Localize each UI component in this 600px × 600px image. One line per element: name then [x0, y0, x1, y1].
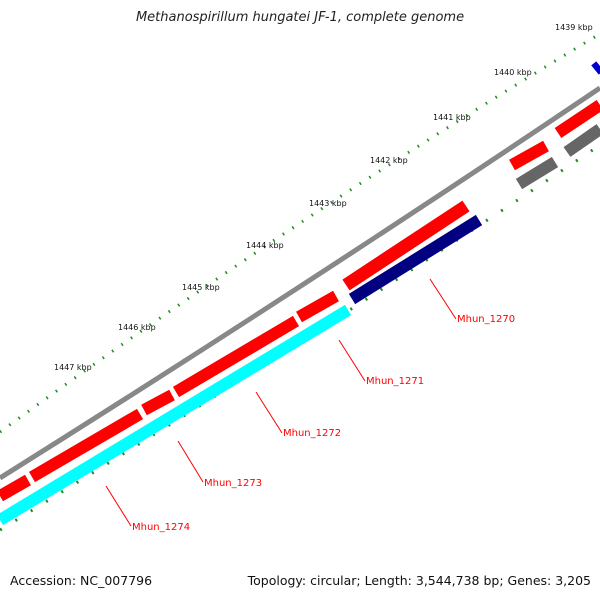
- gene-leader-mhun-1273: [177, 440, 204, 483]
- kbp-label-1445: 1445 kbp: [182, 283, 220, 292]
- map-title: Methanospirillum hungatei JF-1, complete…: [135, 10, 465, 25]
- kbp-label-1441: 1441 kbp: [433, 113, 471, 122]
- gene-block-blue: [591, 61, 600, 75]
- genome-summary-text: Topology: circular; Length: 3,544,738 bp…: [247, 573, 591, 588]
- kbp-label-1440: 1440 kbp: [494, 68, 532, 77]
- kbp-label-1444: 1444 kbp: [246, 241, 284, 250]
- gene-label-mhun-1271[interactable]: Mhun_1271: [366, 376, 424, 387]
- outer-tick-ring: [0, 33, 599, 434]
- gene-block-grey-b: [563, 124, 600, 157]
- kbp-label-1447: 1447 kbp: [54, 363, 92, 372]
- gene-label-mhun-1273[interactable]: Mhun_1273: [204, 478, 262, 489]
- gene-label-mhun-1270[interactable]: Mhun_1270: [457, 314, 515, 325]
- cds-block-other-forward-a: [509, 140, 549, 171]
- cds-block-mhun-1270-forward-b: [342, 200, 470, 291]
- kbp-label-1446: 1446 kbp: [118, 323, 156, 332]
- cds-block-mhun-1271-forward: [172, 315, 300, 398]
- cds-block-mhun-1270-forward-a: [296, 290, 339, 323]
- gene-leader-mhun-1272: [255, 391, 283, 434]
- kbp-label-1442: 1442 kbp: [370, 156, 408, 165]
- cds-block-mhun-1274-forward: [0, 474, 31, 502]
- cds-block-mhun-1272-forward: [141, 389, 175, 416]
- gene-leader-mhun-1274: [105, 485, 132, 527]
- genome-backbone: [0, 85, 600, 481]
- gene-block-grey-a: [515, 156, 559, 190]
- cds-block-mhun-1273-forward: [28, 408, 144, 483]
- gene-label-mhun-1274[interactable]: Mhun_1274: [132, 522, 190, 533]
- kbp-label-1443: 1443 kbp: [309, 199, 347, 208]
- gene-leader-mhun-1271: [338, 339, 366, 382]
- cds-block-reverse-navy: [348, 214, 483, 305]
- gene-label-mhun-1272[interactable]: Mhun_1272: [283, 428, 341, 439]
- kbp-label-1439: 1439 kbp: [555, 23, 593, 32]
- cds-block-other-forward-b: [554, 100, 600, 138]
- gene-leader-mhun-1270: [429, 278, 457, 320]
- accession-text: Accession: NC_007796: [10, 573, 153, 588]
- cds-block-reverse-cyan: [0, 304, 352, 526]
